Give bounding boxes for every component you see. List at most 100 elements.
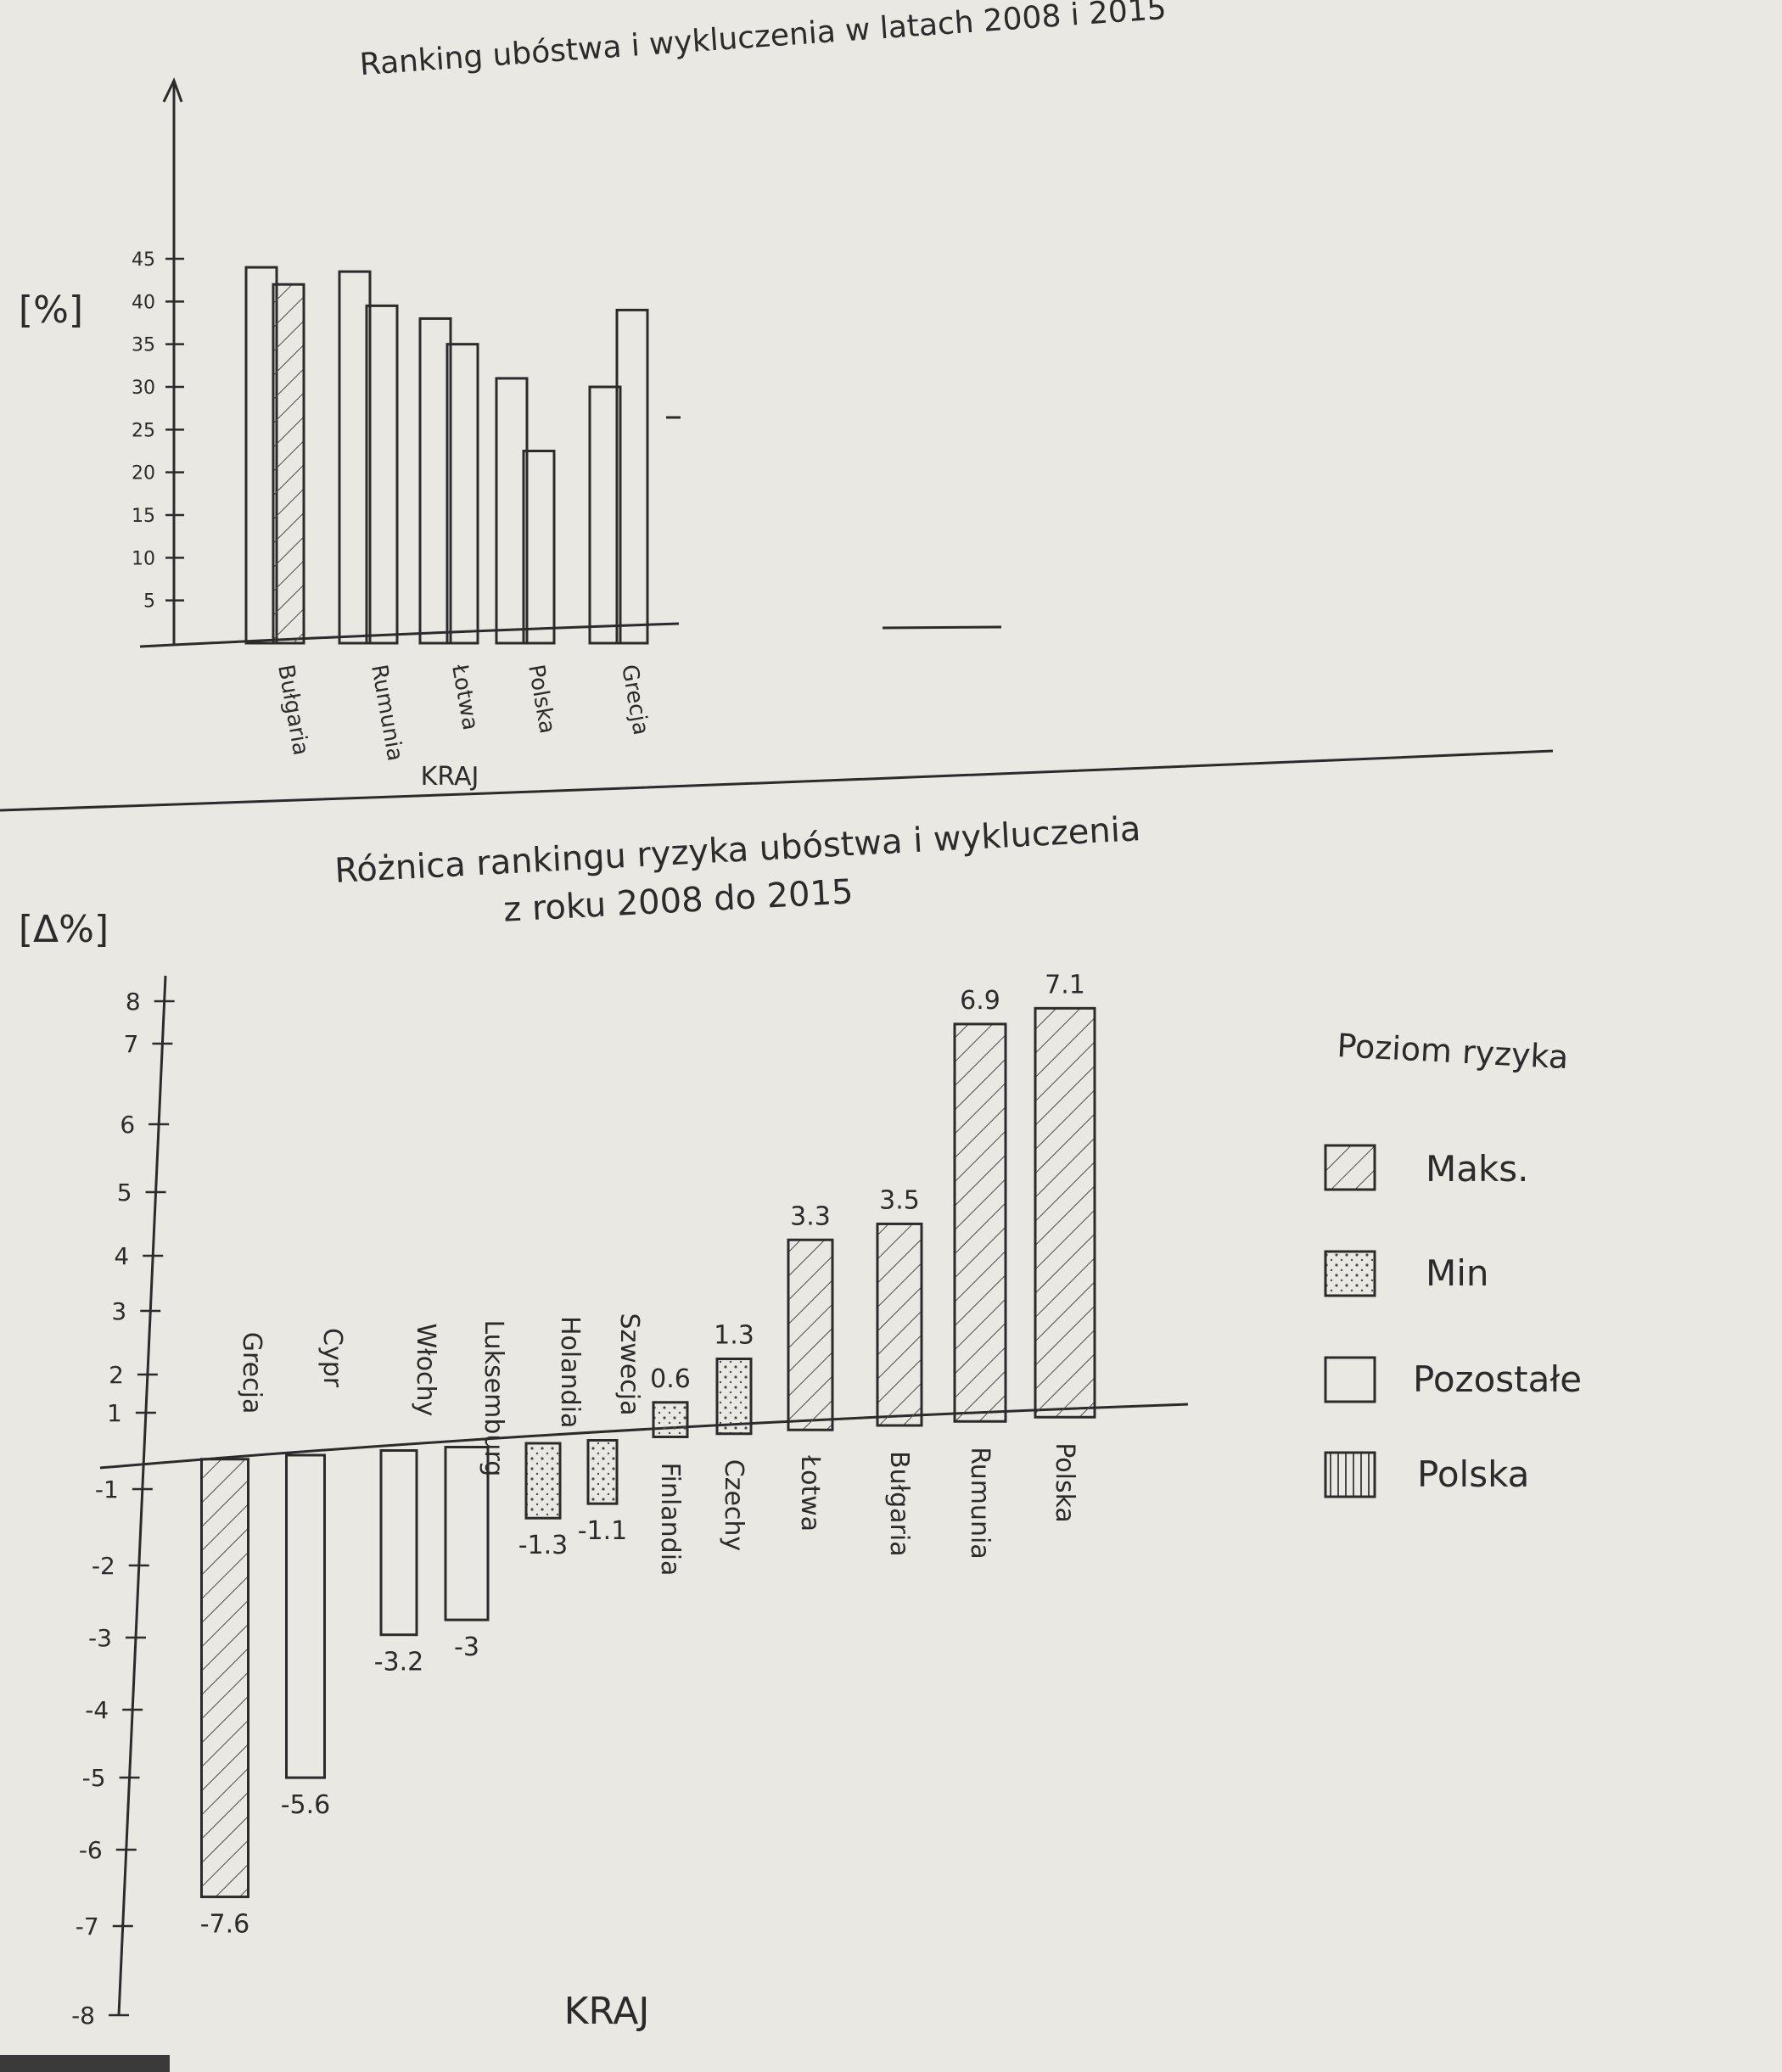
bottom-value-label-luksemburg: -3 bbox=[454, 1632, 479, 1662]
legend-label-min: Min bbox=[1426, 1252, 1489, 1294]
bottom-bar-lotwa bbox=[787, 1238, 834, 1431]
legend-title: Poziom ryzyka bbox=[1336, 1027, 1570, 1076]
bottom-bar-czechy bbox=[715, 1358, 753, 1436]
top-bar-grecja-2 bbox=[615, 308, 649, 645]
section-divider bbox=[0, 749, 1554, 812]
top-y-tick-label-30: 30 bbox=[132, 378, 155, 399]
legend-swatch-polska bbox=[1324, 1451, 1376, 1498]
bottom-x-label-grecja: Grecja bbox=[237, 1332, 266, 1414]
bottom-x-label-rumunia: Rumunia bbox=[965, 1447, 995, 1559]
top-bar-grecja-1 bbox=[588, 385, 622, 645]
bottom-y-tick-label-3: 6 bbox=[120, 1111, 135, 1139]
bottom-value-label-rumunia: 6.9 bbox=[960, 986, 1000, 1016]
bottom-y-tick-label-11: -3 bbox=[88, 1624, 112, 1652]
bottom-x-label-polska: Polska bbox=[1050, 1442, 1079, 1523]
top-bar-lotwa-2 bbox=[446, 343, 479, 645]
bottom-y-tick-label-2: 7 bbox=[124, 1030, 139, 1058]
bottom-y-axis bbox=[117, 975, 167, 2016]
bottom-x-label-finlandia: Finlandia bbox=[655, 1463, 685, 1576]
top-bar-rumunia-2 bbox=[365, 304, 399, 645]
bottom-y-tick-label-4: 5 bbox=[117, 1179, 132, 1207]
legend-swatch-min bbox=[1324, 1250, 1376, 1297]
top-x-label-lotwa: Łotwa bbox=[446, 662, 483, 732]
top-bars bbox=[244, 266, 649, 645]
top-x-label-polska: Polska bbox=[523, 663, 560, 736]
bottom-y-tick-label-6: 3 bbox=[111, 1297, 126, 1325]
bottom-x-axis bbox=[99, 1403, 1189, 1470]
top-bar-rumunia-1 bbox=[338, 270, 372, 645]
bottom-y-tick-label-7: 2 bbox=[109, 1361, 124, 1389]
top-bar-polska-1 bbox=[495, 377, 529, 645]
photo-edge bbox=[0, 2055, 170, 2072]
bottom-value-labels: -7.6 -5.6 -3.2 -3 -1.3 -1.1 0.6 1.3 3.3 3.5 6.9 7.1 bbox=[200, 970, 1085, 1939]
top-bar-bulgaria-2 bbox=[272, 283, 305, 645]
top-y-tick-label-35: 35 bbox=[132, 335, 155, 356]
top-y-axis-arrow bbox=[162, 77, 183, 103]
bottom-y-tick-label-14: -6 bbox=[79, 1836, 103, 1864]
bottom-y-tick-label-8: 1 bbox=[107, 1399, 122, 1427]
bottom-y-ticks: 8 7 6 5 4 3 2 1 -1 -2 -3 -4 -5 -6 -7 -8 bbox=[71, 988, 175, 2030]
bottom-y-tick-label-1: 8 bbox=[126, 988, 141, 1016]
top-y-tick-label-10: 10 bbox=[132, 548, 155, 569]
top-bar-polska-2 bbox=[522, 450, 556, 645]
bottom-y-axis-label: [Δ%] bbox=[19, 908, 109, 951]
bottom-bar-luksemburg bbox=[444, 1446, 490, 1621]
bottom-y-tick-label-15: -7 bbox=[76, 1912, 99, 1940]
bottom-x-label-holandia: Holandia bbox=[555, 1316, 585, 1428]
bottom-y-tick-label-5: 4 bbox=[114, 1242, 129, 1270]
bottom-value-label-szwecja: -1.1 bbox=[578, 1516, 628, 1546]
bottom-value-label-bulgaria: 3.5 bbox=[879, 1185, 920, 1215]
top-y-tick-label-40: 40 bbox=[132, 292, 155, 313]
top-y-tick-label-5: 5 bbox=[143, 591, 155, 613]
top-y-tick-label-45: 45 bbox=[132, 249, 155, 271]
bottom-x-label-wlochy: Włochy bbox=[411, 1324, 440, 1417]
bottom-bar-grecja bbox=[200, 1458, 249, 1899]
legend-label-polska: Polska bbox=[1417, 1453, 1529, 1495]
legend-label-pozostale: Pozostałe bbox=[1413, 1358, 1582, 1400]
bottom-x-labels: Grecja Cypr Włochy Luksemburg Holandia Szwecj… bbox=[237, 1313, 1079, 1576]
bottom-value-label-grecja: -7.6 bbox=[200, 1910, 250, 1940]
bottom-bar-rumunia bbox=[953, 1022, 1007, 1423]
bottom-value-label-lotwa: 3.3 bbox=[790, 1201, 831, 1231]
top-x-labels: Bułgaria Rumunia Łotwa Polska Grecja bbox=[272, 662, 653, 763]
legend-swatch-maks bbox=[1324, 1144, 1376, 1191]
bottom-chart-title-line-2: z roku 2008 do 2015 bbox=[502, 872, 854, 930]
bottom-x-axis-label: KRAJ bbox=[564, 1990, 650, 2033]
bottom-bar-cypr bbox=[285, 1453, 326, 1779]
bottom-bar-holandia bbox=[524, 1442, 562, 1520]
bottom-x-label-luksemburg: Luksemburg bbox=[479, 1320, 508, 1477]
bottom-bar-polska bbox=[1034, 1006, 1096, 1419]
top-y-tick-label-25: 25 bbox=[132, 420, 155, 441]
top-x-label-bulgaria: Bułgaria bbox=[272, 663, 313, 758]
bottom-y-tick-label-12: -4 bbox=[85, 1696, 109, 1724]
legend: Poziom ryzyka Maks. Min Pozostałe Polska bbox=[1324, 1027, 1582, 1498]
bottom-x-label-bulgaria: Bułgaria bbox=[884, 1451, 914, 1557]
bottom-value-label-polska: 7.1 bbox=[1045, 970, 1085, 1000]
bottom-bar-szwecja bbox=[586, 1439, 619, 1505]
bottom-value-label-cypr: -5.6 bbox=[281, 1790, 331, 1820]
bottom-y-tick-label-10: -2 bbox=[92, 1552, 115, 1580]
bottom-x-label-czechy: Czechy bbox=[719, 1459, 748, 1551]
bottom-bar-finlandia bbox=[652, 1401, 689, 1439]
top-y-tick-label-20: 20 bbox=[132, 463, 155, 484]
top-x-axis bbox=[139, 622, 680, 648]
top-stray-mark bbox=[882, 625, 1002, 630]
bottom-bar-bulgaria bbox=[876, 1222, 923, 1427]
top-bar-lotwa-1 bbox=[418, 316, 452, 645]
legend-swatch-pozostale bbox=[1324, 1356, 1376, 1403]
top-y-ticks: 5 10 15 20 25 30 35 40 45 bbox=[132, 249, 184, 613]
bottom-y-tick-label-16: -8 bbox=[71, 2002, 95, 2030]
bottom-x-label-szwecja: Szwecja bbox=[614, 1313, 644, 1416]
bottom-y-tick-label-9: -1 bbox=[95, 1476, 119, 1504]
bottom-value-label-holandia: -1.3 bbox=[518, 1531, 569, 1560]
bottom-value-label-finlandia: 0.6 bbox=[650, 1364, 691, 1394]
bottom-x-label-cypr: Cypr bbox=[317, 1328, 347, 1388]
top-y-tick-label-15: 15 bbox=[132, 506, 155, 527]
legend-label-maks: Maks. bbox=[1426, 1148, 1529, 1190]
top-x-label-rumunia: Rumunia bbox=[366, 663, 407, 763]
top-chart-title: Ranking ubóstwa i wykluczenia w latach 2… bbox=[358, 0, 1167, 82]
bottom-bar-wlochy bbox=[379, 1449, 418, 1637]
bottom-bars bbox=[200, 1006, 1096, 1899]
bottom-x-label-lotwa: Łotwa bbox=[795, 1454, 825, 1532]
